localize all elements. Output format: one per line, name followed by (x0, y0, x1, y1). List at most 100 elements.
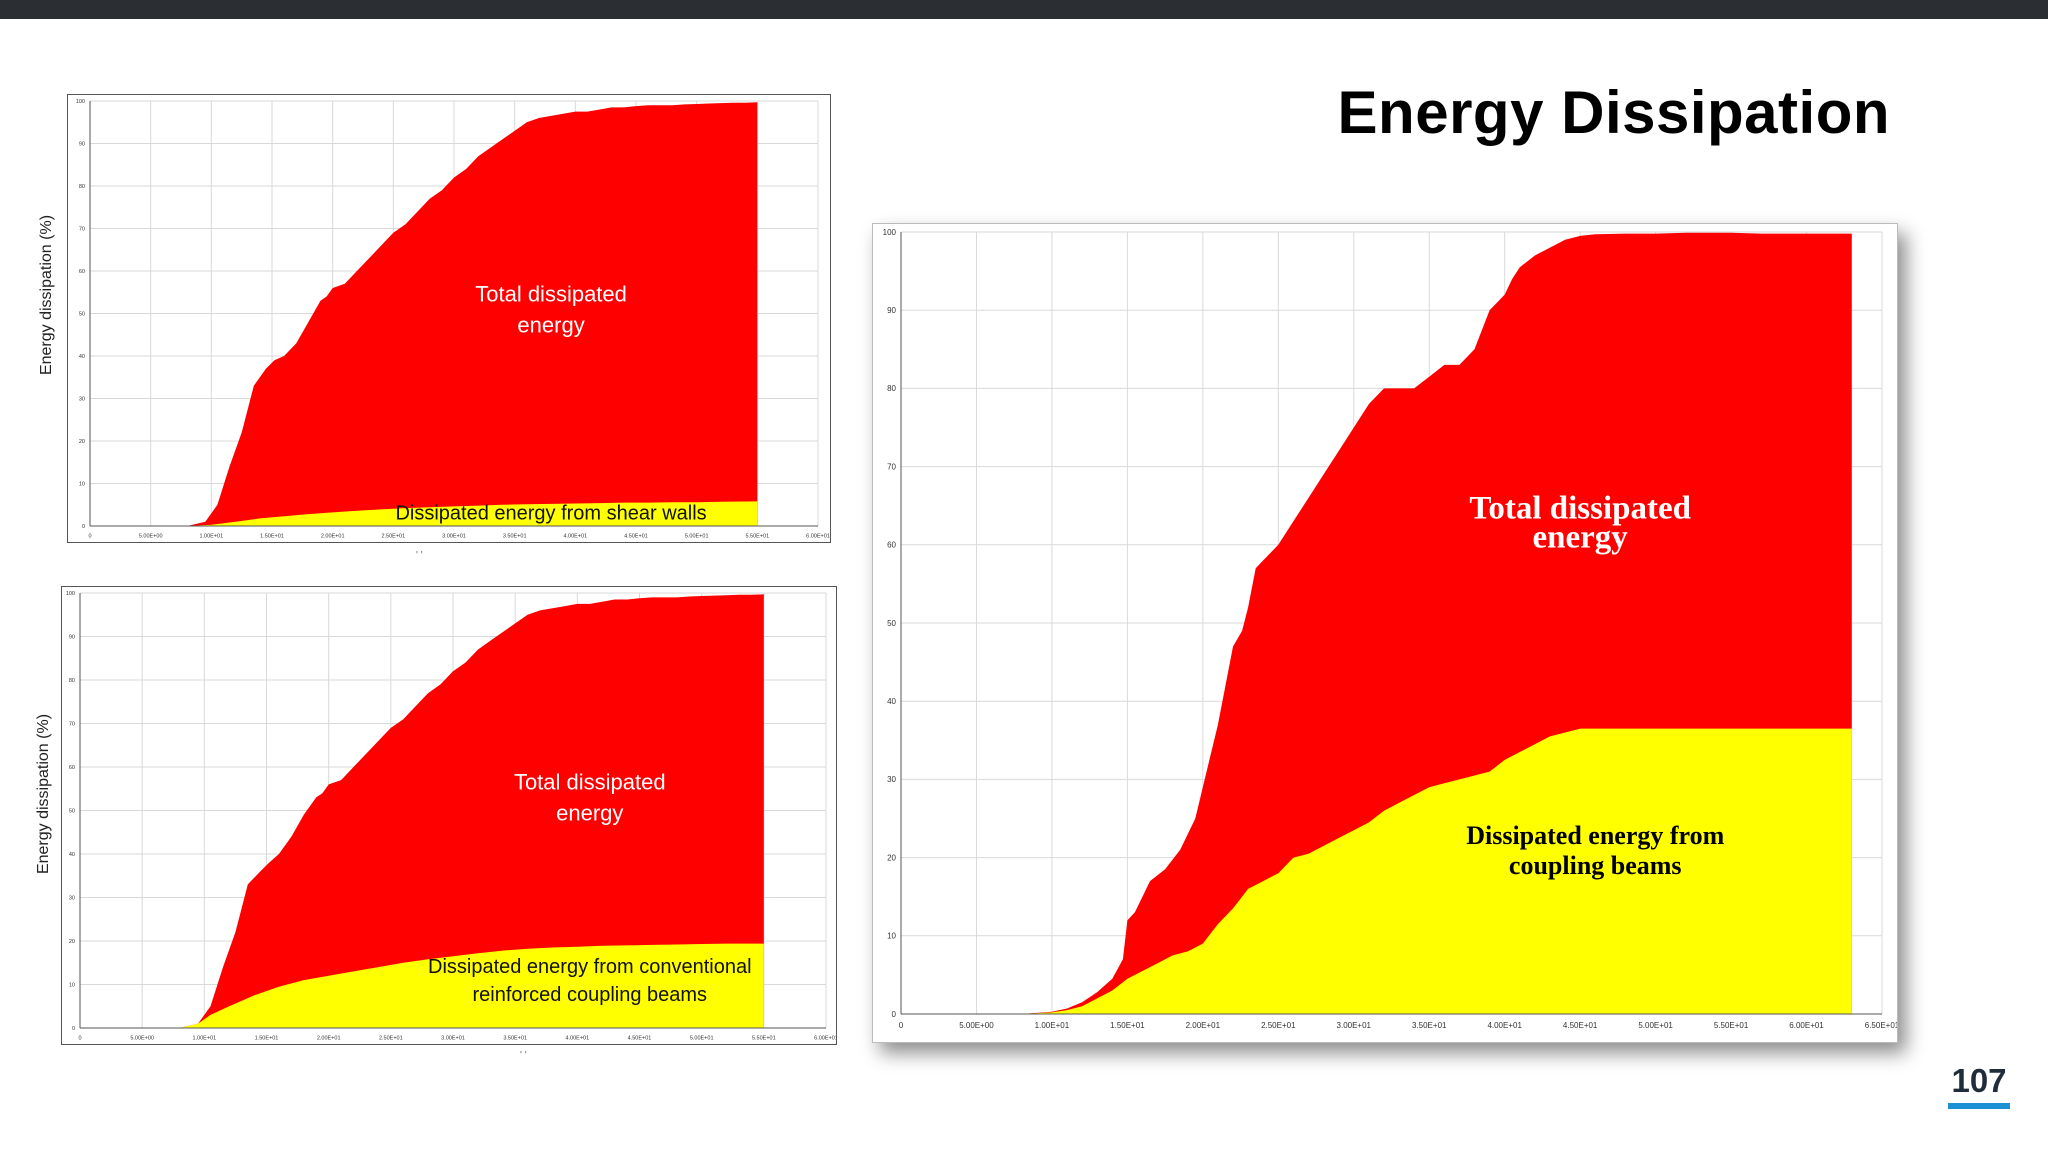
chart-0-annotation-0: energy (517, 312, 584, 337)
chart-1-ytick-label: 70 (69, 721, 75, 727)
chart-1-ytick-label: 20 (69, 939, 75, 945)
chart-1-xtick-label: 5.50E+01 (752, 1036, 776, 1042)
chart-1-xtick-label: 5.00E+01 (690, 1036, 714, 1042)
chart-coupling-beams: 0 10 20 30 40 50 60 70 80 90 100 0 5.00E+00 1.00E+01 1… (872, 223, 1898, 1043)
chart-0-ytick-label: 0 (82, 524, 85, 530)
chart-0-ytick-label: 100 (76, 99, 85, 105)
chart-0-ytick-label: 30 (79, 396, 85, 402)
chart-0-xtick-label: 2.50E+01 (381, 534, 405, 540)
chart-0-annotation-1: Dissipated energy from shear walls (395, 502, 706, 524)
chart-conventional-beams-ylabel: Energy dissipation (%) (35, 713, 52, 875)
top-bar (0, 0, 2048, 19)
chart-2-ytick-label: 100 (883, 228, 897, 237)
chart-2-annotation-1: Dissipated energy from (1466, 821, 1724, 850)
chart-2-xtick-label: 5.50E+01 (1714, 1021, 1749, 1030)
chart-0-xtick-label: 2.00E+01 (321, 534, 345, 540)
chart-0-xtick-label: 4.50E+01 (624, 534, 648, 540)
chart-2-annotation-1: coupling beams (1509, 851, 1682, 880)
chart-shear-walls: 0 10 20 30 40 50 60 70 80 90 100 0 5.00E+00 1.00E+01 1… (67, 94, 831, 543)
chart-0-ytick-label: 10 (79, 481, 85, 487)
chart-2-xtick-label: 1.50E+01 (1110, 1021, 1145, 1030)
chart-1-xtick-label: 2.50E+01 (379, 1036, 403, 1042)
chart-1-ytick-label: 30 (69, 895, 75, 901)
chart-0-xtick-label: 5.50E+01 (745, 534, 769, 540)
chart-1-ytick-label: 80 (69, 678, 75, 684)
chart-2-xtick-label: 4.50E+01 (1563, 1021, 1598, 1030)
slide-title: Energy Dissipation (1337, 79, 1890, 146)
chart-2-xtick-label: 3.00E+01 (1337, 1021, 1372, 1030)
chart-2-xtick-label: 2.00E+01 (1186, 1021, 1221, 1030)
chart-1-svg: 0 10 20 30 40 50 60 70 80 90 100 0 5.00E+00 1.00E+01 1… (66, 591, 836, 1042)
chart-2-svg: 0 10 20 30 40 50 60 70 80 90 100 0 5.00E+00 1.00E+01 1… (883, 228, 1897, 1030)
chart-shear-walls-ylabel: Energy dissipation (%) (38, 214, 55, 376)
chart-0-series-1-area (90, 501, 758, 526)
chart-1-ytick-label: 40 (69, 852, 75, 858)
chart-2-ytick-label: 20 (887, 853, 896, 862)
chart-0-xtick-label: 1.50E+01 (260, 534, 284, 540)
chart-2-xtick-label: 6.00E+01 (1789, 1021, 1824, 1030)
chart-0-xtick-label: 3.50E+01 (503, 534, 527, 540)
chart-2-xtick-label: 2.50E+01 (1261, 1021, 1296, 1030)
chart-0-ytick-label: 50 (79, 311, 85, 317)
chart-2-ytick-label: 40 (887, 697, 896, 706)
chart-2-ytick-label: 70 (887, 462, 896, 471)
chart-2-ytick-label: 0 (892, 1010, 897, 1019)
chart-0-series-0-area (90, 102, 758, 527)
chart-1-annotation-0: Total dissipated (514, 770, 666, 795)
chart-1-series-0-area (80, 594, 764, 1028)
page-number-underline (1948, 1103, 2010, 1109)
chart-2-ytick-label: 10 (887, 932, 896, 941)
chart-1-xtick-label: 6.00E+01 (814, 1036, 836, 1042)
chart-2-annotation-0: Total dissipated (1469, 490, 1691, 526)
chart-1-xtick-label: 4.50E+01 (628, 1036, 652, 1042)
chart-2-series-1-area (901, 728, 1852, 1014)
chart-0-xtick-label: 0 (88, 534, 91, 540)
chart-2-xtick-label: 3.50E+01 (1412, 1021, 1447, 1030)
chart-1-xtick-label: 1.00E+01 (192, 1036, 216, 1042)
chart-2-xtick-label: 0 (899, 1021, 904, 1030)
chart-0-annotation-0: Total dissipated (475, 281, 627, 306)
chart-2-ytick-label: 30 (887, 775, 896, 784)
chart-2-xtick-label: 4.00E+01 (1487, 1021, 1522, 1030)
chart-2-xtick-label: 6.50E+01 (1865, 1021, 1897, 1030)
chart-0-ytick-label: 90 (79, 141, 85, 147)
chart-0-ytick-label: 40 (79, 354, 85, 360)
chart-0-ytick-label: 80 (79, 184, 85, 190)
chart-2-xtick-label: 5.00E+01 (1638, 1021, 1673, 1030)
chart-2-xtick-label: 5.00E+00 (959, 1021, 994, 1030)
chart-1-ytick-label: 50 (69, 808, 75, 814)
chart-0-xtick-label: 5.00E+01 (685, 534, 709, 540)
chart-2-annotation-0: energy (1533, 519, 1629, 555)
chart-2-ytick-label: 80 (887, 384, 896, 393)
chart-0-ytick-label: 20 (79, 439, 85, 445)
stray-mark-1: ' ' (416, 550, 423, 561)
chart-1-annotation-0: energy (556, 801, 623, 826)
chart-2-ytick-label: 90 (887, 306, 896, 315)
chart-1-ytick-label: 60 (69, 765, 75, 771)
chart-0-xtick-label: 3.00E+01 (442, 534, 466, 540)
chart-0-xtick-label: 6.00E+01 (806, 534, 830, 540)
chart-1-series-1-area (80, 943, 764, 1028)
chart-2-xtick-label: 1.00E+01 (1035, 1021, 1070, 1030)
chart-1-annotation-1: reinforced coupling beams (472, 984, 707, 1006)
page-number: 107 (1951, 1062, 2007, 1099)
chart-1-ytick-label: 10 (69, 982, 75, 988)
chart-1-xtick-label: 2.00E+01 (317, 1036, 341, 1042)
chart-1-xtick-label: 3.50E+01 (503, 1036, 527, 1042)
chart-0-xtick-label: 5.00E+00 (139, 534, 163, 540)
chart-1-xtick-label: 3.00E+01 (441, 1036, 465, 1042)
chart-1-ytick-label: 100 (66, 591, 75, 597)
stray-mark-2: ' ' (520, 1050, 527, 1061)
chart-0-xtick-label: 4.00E+01 (563, 534, 587, 540)
chart-0-ytick-label: 60 (79, 269, 85, 275)
chart-1-annotation-1: Dissipated energy from conventional (428, 956, 752, 978)
chart-0-svg: 0 10 20 30 40 50 60 70 80 90 100 0 5.00E+00 1.00E+01 1… (76, 99, 830, 540)
chart-1-ytick-label: 90 (69, 634, 75, 640)
chart-0-ytick-label: 70 (79, 226, 85, 232)
chart-2-ytick-label: 60 (887, 541, 896, 550)
chart-2-ytick-label: 50 (887, 619, 896, 628)
chart-1-xtick-label: 4.00E+01 (565, 1036, 589, 1042)
chart-conventional-beams: 0 10 20 30 40 50 60 70 80 90 100 0 5.00E+00 1.00E+01 1… (61, 586, 837, 1045)
chart-1-ytick-label: 0 (72, 1026, 75, 1032)
chart-1-xtick-label: 1.50E+01 (255, 1036, 279, 1042)
